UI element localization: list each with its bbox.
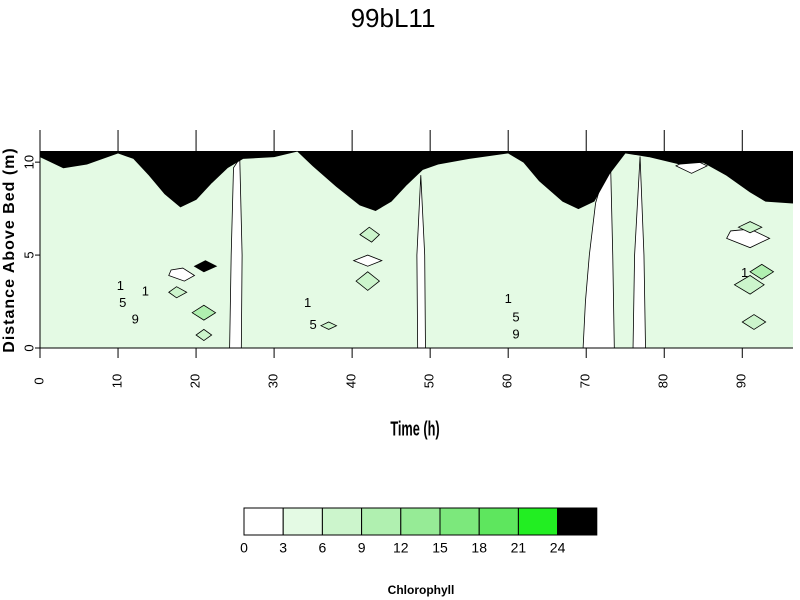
contour-region <box>359 226 381 243</box>
contour-region <box>726 228 771 249</box>
colorbar-box <box>400 507 441 536</box>
contour-label: 1 <box>117 278 124 293</box>
contour-region <box>355 271 381 291</box>
x-tick-label: 90 <box>734 374 749 388</box>
colorbar-tick-label: 24 <box>550 540 566 556</box>
contour-region <box>741 314 767 330</box>
contour-label: 1 <box>142 284 149 299</box>
colorbar-tick-label: 3 <box>279 540 287 556</box>
contour-region <box>632 156 646 348</box>
x-axis-label: Time (h) <box>390 417 439 440</box>
contour-region <box>195 328 213 342</box>
contour-region <box>352 254 383 267</box>
colorbar-tick-label: 0 <box>240 540 248 556</box>
colorbar-box <box>282 507 323 536</box>
contour-label: 5 <box>119 295 126 310</box>
y-axis-label: Distance Above Bed (m) <box>1 147 18 352</box>
contour-region <box>191 304 217 321</box>
surface-mask <box>40 151 793 211</box>
colorbar-tick-label: 9 <box>358 540 366 556</box>
x-tick-label: 60 <box>500 374 515 388</box>
x-tick-label: 40 <box>344 374 359 388</box>
contour-region <box>168 267 196 282</box>
colorbar-box <box>243 507 284 536</box>
contour-label: 1 <box>304 295 311 310</box>
colorbar-tick-label: 12 <box>393 540 409 556</box>
colorbar-box <box>557 507 598 536</box>
colorbar-label: Chlorophyll <box>388 583 455 597</box>
contour-region <box>193 260 218 273</box>
colorbar-box <box>517 507 559 536</box>
colorbar-box <box>321 507 363 536</box>
contour-region <box>733 275 765 295</box>
x-tick-label: 30 <box>266 374 281 388</box>
x-tick-label: 80 <box>656 374 671 388</box>
x-tick-label: 0 <box>31 377 46 384</box>
colorbar-box <box>478 507 519 536</box>
contour-label: 5 <box>309 317 316 332</box>
contour-region <box>749 263 775 280</box>
contour-region <box>168 286 188 299</box>
chart-title: 99bL11 <box>351 3 436 33</box>
y-tick-label: 0 <box>21 344 36 351</box>
x-tick-label: 20 <box>187 374 202 388</box>
colorbar-tick-label: 6 <box>319 540 327 556</box>
contour-region <box>737 221 763 234</box>
contour-label: 1 <box>741 265 748 280</box>
x-tick-label: 50 <box>422 374 437 388</box>
background-field <box>40 151 793 348</box>
contour-region <box>319 321 338 330</box>
colorbar-tick-label: 18 <box>471 540 487 556</box>
x-tick-label: 10 <box>109 374 124 388</box>
contour-label: 9 <box>132 312 139 327</box>
contour-label: 5 <box>512 310 519 325</box>
colorbar-box <box>439 507 480 536</box>
colorbar-tick-label: 15 <box>432 540 448 556</box>
x-tick-label: 70 <box>578 374 593 388</box>
contour-region <box>416 175 426 348</box>
y-tick-label: 10 <box>21 155 36 169</box>
y-tick-label: 5 <box>21 251 36 258</box>
colorbar-box <box>361 507 402 536</box>
contour-label: 1 <box>505 291 512 306</box>
contour-label: 9 <box>512 326 519 341</box>
colorbar-tick-label: 21 <box>511 540 527 556</box>
